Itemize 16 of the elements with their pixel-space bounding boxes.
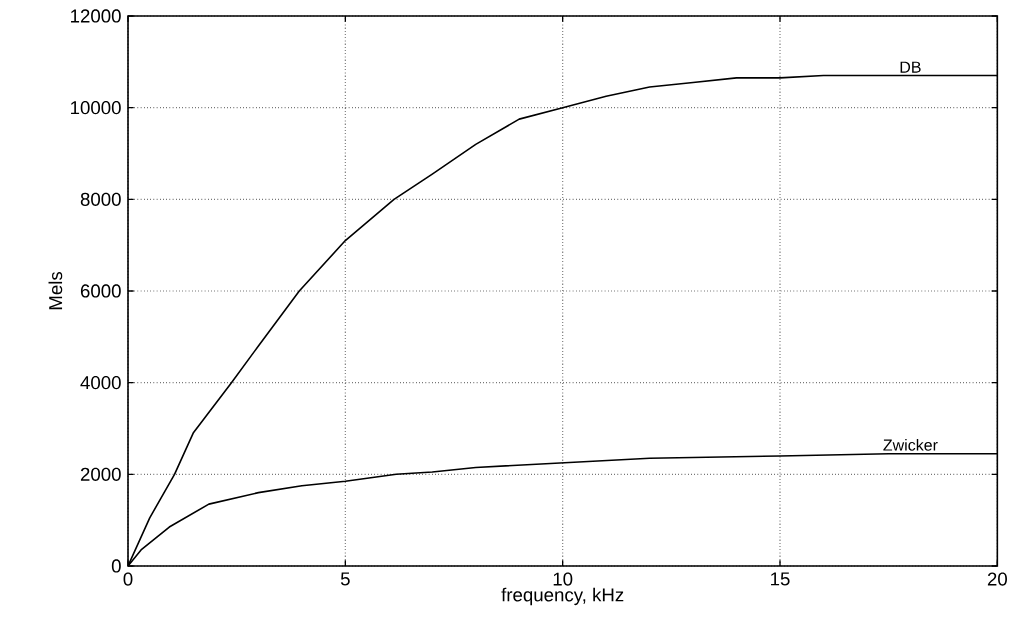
x-tick-label: 0	[123, 572, 133, 586]
y-tick-label: 0	[111, 559, 121, 573]
y-tick-label: 12000	[71, 9, 121, 23]
y-tick-label: 8000	[80, 192, 121, 206]
series-label: DB	[900, 61, 921, 73]
y-axis-title: Mels	[48, 271, 63, 310]
x-tick-label: 10	[553, 572, 573, 586]
y-tick-label: 10000	[71, 101, 121, 115]
y-tick-label: 6000	[80, 284, 121, 298]
x-tick-label: 15	[771, 572, 790, 586]
y-tick-label: 4000	[80, 376, 121, 390]
series-label: Zwicker	[883, 439, 938, 451]
x-tick-label: 20	[987, 572, 1007, 586]
x-axis-title: frequency, kHz	[501, 587, 624, 606]
x-tick-label: 5	[340, 572, 350, 586]
y-tick-label: 2000	[80, 467, 121, 481]
